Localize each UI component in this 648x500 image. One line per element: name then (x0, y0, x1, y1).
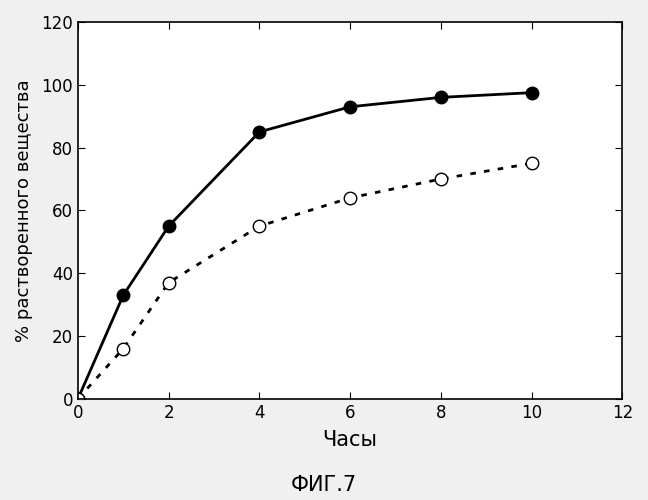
Text: ФИГ.7: ФИГ.7 (291, 475, 357, 495)
Y-axis label: % растворенного вещества: % растворенного вещества (15, 79, 33, 342)
X-axis label: Часы: Часы (323, 430, 378, 450)
